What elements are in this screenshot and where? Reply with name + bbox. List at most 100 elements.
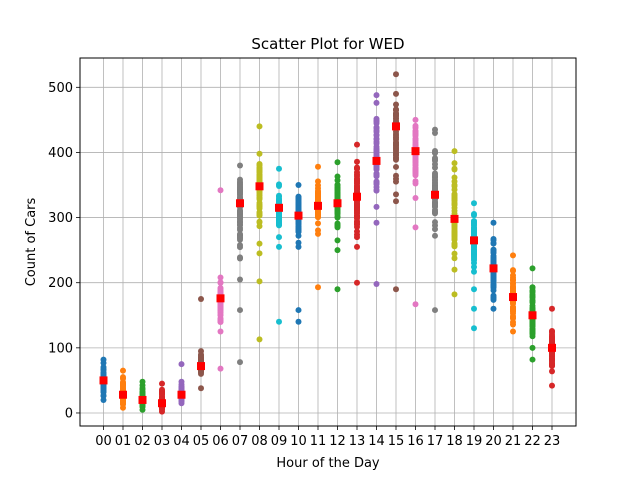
data-point [256, 219, 263, 226]
mean-marker [509, 293, 517, 302]
data-point [432, 177, 438, 184]
data-point [471, 254, 477, 261]
data-point [237, 219, 243, 226]
data-point [159, 386, 165, 393]
data-point [412, 122, 419, 129]
x-tick-label: 17 [427, 434, 444, 449]
chart-title: Scatter Plot for WED [251, 35, 404, 53]
data-point [490, 257, 497, 264]
data-point [490, 247, 497, 254]
data-point [490, 282, 497, 289]
data-point [334, 173, 341, 180]
x-tick-label: 06 [212, 434, 229, 449]
data-point-outlier [334, 286, 341, 293]
data-point [373, 127, 380, 134]
x-tick-label: 23 [544, 434, 561, 449]
data-point [412, 142, 419, 149]
data-point [549, 305, 555, 312]
x-tick-label: 09 [271, 434, 288, 449]
data-point [354, 215, 360, 222]
data-point [412, 116, 419, 123]
data-point [295, 225, 302, 232]
data-point-outlier [529, 356, 536, 363]
data-point [412, 131, 419, 138]
data-point [237, 193, 243, 200]
data-point-outlier [256, 278, 263, 285]
mean-marker [489, 264, 498, 273]
y-tick-label: 200 [48, 276, 73, 291]
data-point [256, 168, 263, 175]
data-point [490, 295, 497, 302]
data-point [432, 148, 438, 155]
data-point [393, 90, 399, 97]
data-point [432, 219, 438, 226]
data-point [471, 268, 477, 275]
data-point-outlier [295, 318, 302, 325]
data-point [373, 203, 380, 210]
data-point-outlier [178, 361, 185, 368]
data-point [354, 180, 360, 187]
data-point [217, 318, 224, 325]
data-point [373, 172, 380, 179]
y-axis-ticks: 0 100 200 300 400 500 [48, 81, 80, 421]
data-point [217, 328, 224, 335]
data-point [217, 311, 224, 318]
data-point [549, 356, 555, 363]
mean-marker [275, 203, 283, 212]
mean-marker [372, 156, 381, 165]
data-point [373, 117, 380, 124]
data-point [510, 267, 516, 274]
data-point [373, 187, 380, 194]
mean-marker [353, 192, 361, 201]
data-point [393, 147, 399, 154]
mean-marker [216, 294, 225, 303]
data-point [412, 155, 419, 162]
data-point [471, 244, 477, 251]
data-point [295, 243, 302, 250]
mean-marker [392, 122, 400, 131]
data-point [432, 232, 438, 239]
data-point [237, 187, 243, 194]
data-point [412, 172, 419, 179]
data-point-outlier [237, 307, 243, 314]
data-point [490, 287, 497, 294]
data-point [354, 158, 360, 165]
data-point [549, 382, 555, 389]
data-point-outlier [256, 250, 263, 257]
data-point [471, 210, 477, 217]
data-point [529, 294, 536, 301]
data-point-outlier [373, 281, 380, 288]
data-point [276, 222, 282, 229]
data-point [217, 274, 224, 281]
data-point-outlier [237, 359, 243, 366]
data-point [549, 368, 555, 375]
data-point-outlier [412, 301, 419, 308]
data-point [549, 333, 555, 340]
data-point [198, 370, 204, 377]
data-point [451, 174, 458, 181]
data-point [334, 181, 341, 188]
data-point [451, 197, 458, 204]
data-point [334, 209, 341, 216]
mean-marker [236, 199, 244, 208]
data-point [217, 302, 224, 309]
mean-marker [470, 236, 478, 245]
data-point [120, 374, 126, 381]
data-point-outlier [451, 291, 458, 298]
data-point [451, 255, 458, 262]
data-point [490, 237, 497, 244]
data-point [139, 386, 146, 393]
data-point [451, 148, 458, 155]
data-point [451, 250, 458, 257]
x-tick-label: 08 [251, 434, 268, 449]
data-point [451, 235, 458, 242]
data-point [100, 396, 107, 403]
data-point [393, 198, 399, 205]
data-point [237, 234, 243, 241]
data-point [510, 328, 516, 335]
data-point-outlier [217, 187, 224, 194]
data-point [217, 279, 224, 286]
data-point-outlier [276, 243, 282, 250]
data-point [276, 165, 282, 172]
